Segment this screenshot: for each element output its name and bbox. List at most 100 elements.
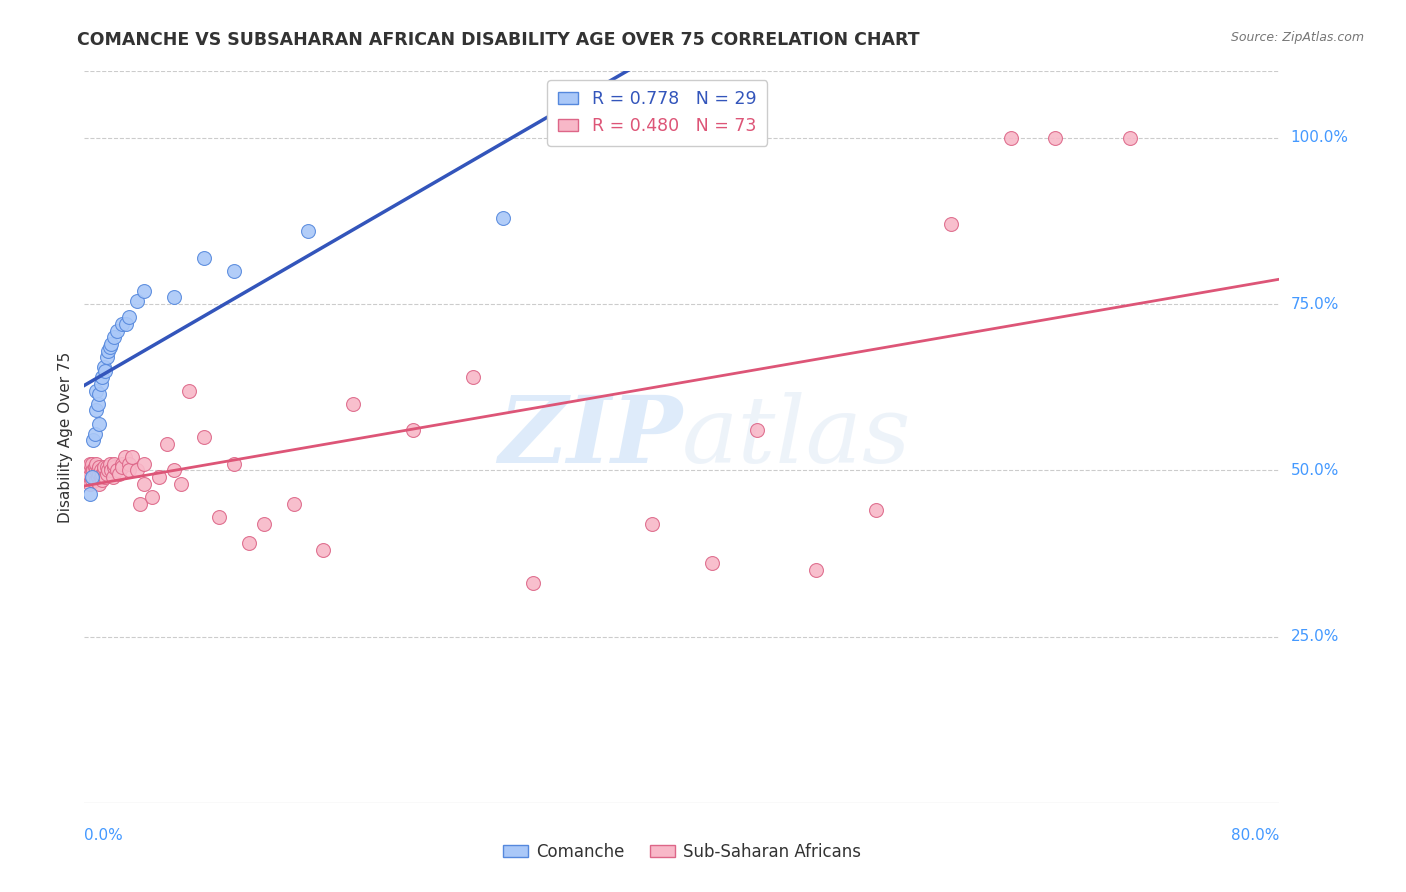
Point bbox=[90, 376, 112, 391]
Point bbox=[132, 457, 156, 471]
Point bbox=[170, 476, 193, 491]
Point bbox=[1119, 131, 1142, 145]
Text: 75.0%: 75.0% bbox=[1291, 297, 1339, 311]
Point bbox=[79, 457, 101, 471]
Point bbox=[641, 516, 664, 531]
Text: ZIP: ZIP bbox=[498, 392, 682, 482]
Point bbox=[806, 563, 828, 577]
Point bbox=[80, 473, 103, 487]
Point bbox=[89, 387, 111, 401]
Point bbox=[118, 310, 141, 325]
Point bbox=[93, 463, 115, 477]
Point bbox=[132, 284, 156, 298]
Point bbox=[222, 457, 245, 471]
Point bbox=[83, 460, 105, 475]
Point bbox=[90, 470, 112, 484]
Point bbox=[86, 384, 108, 398]
Point bbox=[193, 430, 215, 444]
Point bbox=[107, 467, 129, 481]
Point bbox=[128, 497, 150, 511]
Point bbox=[177, 384, 200, 398]
Point bbox=[105, 324, 128, 338]
Legend: Comanche, Sub-Saharan Africans: Comanche, Sub-Saharan Africans bbox=[496, 837, 868, 868]
Text: atlas: atlas bbox=[682, 392, 911, 482]
Point bbox=[82, 470, 104, 484]
Text: 0.0%: 0.0% bbox=[84, 828, 124, 843]
Point bbox=[86, 463, 108, 477]
Point bbox=[103, 460, 125, 475]
Point bbox=[93, 460, 115, 475]
Point bbox=[115, 317, 138, 331]
Point bbox=[96, 460, 118, 475]
Point bbox=[93, 360, 115, 375]
Point bbox=[87, 463, 110, 477]
Point bbox=[89, 476, 111, 491]
Point bbox=[96, 467, 118, 481]
Point bbox=[312, 543, 335, 558]
Point bbox=[82, 463, 104, 477]
Point bbox=[89, 417, 111, 431]
Point bbox=[94, 363, 117, 377]
Point bbox=[86, 403, 108, 417]
Point bbox=[83, 426, 105, 441]
Point bbox=[141, 490, 163, 504]
Point bbox=[77, 467, 100, 481]
Point bbox=[82, 434, 104, 448]
Point bbox=[90, 463, 112, 477]
Point bbox=[148, 470, 170, 484]
Point bbox=[80, 457, 103, 471]
Point bbox=[89, 460, 111, 475]
Point bbox=[253, 516, 276, 531]
Point bbox=[700, 557, 723, 571]
Text: 100.0%: 100.0% bbox=[1291, 130, 1348, 145]
Point bbox=[87, 470, 110, 484]
Point bbox=[79, 486, 101, 500]
Point bbox=[297, 224, 319, 238]
Point bbox=[1000, 131, 1022, 145]
Point bbox=[91, 467, 114, 481]
Point bbox=[80, 470, 103, 484]
Point bbox=[79, 476, 101, 491]
Point bbox=[98, 457, 121, 471]
Point bbox=[745, 424, 768, 438]
Point bbox=[89, 467, 111, 481]
Point bbox=[111, 457, 134, 471]
Point bbox=[1045, 131, 1067, 145]
Point bbox=[121, 450, 143, 464]
Point bbox=[98, 340, 121, 354]
Point bbox=[77, 460, 100, 475]
Y-axis label: Disability Age Over 75: Disability Age Over 75 bbox=[58, 351, 73, 523]
Point bbox=[522, 576, 544, 591]
Point bbox=[238, 536, 260, 550]
Point bbox=[111, 460, 134, 475]
Point bbox=[132, 476, 156, 491]
Point bbox=[163, 463, 186, 477]
Point bbox=[76, 470, 98, 484]
Point bbox=[105, 463, 128, 477]
Point bbox=[865, 503, 887, 517]
Point bbox=[118, 457, 141, 471]
Point bbox=[193, 251, 215, 265]
Point bbox=[97, 343, 120, 358]
Point bbox=[222, 264, 245, 278]
Point bbox=[83, 467, 105, 481]
Point bbox=[103, 330, 125, 344]
Point bbox=[155, 436, 177, 450]
Text: Source: ZipAtlas.com: Source: ZipAtlas.com bbox=[1230, 31, 1364, 45]
Point bbox=[87, 397, 110, 411]
Text: 25.0%: 25.0% bbox=[1291, 629, 1339, 644]
Text: 80.0%: 80.0% bbox=[1232, 828, 1279, 843]
Point bbox=[91, 370, 114, 384]
Point bbox=[125, 293, 148, 308]
Point bbox=[94, 470, 117, 484]
Point bbox=[939, 217, 962, 231]
Point bbox=[103, 457, 125, 471]
Point bbox=[80, 463, 103, 477]
Point bbox=[111, 317, 134, 331]
Point bbox=[91, 473, 114, 487]
Point bbox=[96, 351, 118, 365]
Point bbox=[86, 457, 108, 471]
Point bbox=[114, 450, 136, 464]
Point bbox=[101, 470, 124, 484]
Point bbox=[100, 337, 122, 351]
